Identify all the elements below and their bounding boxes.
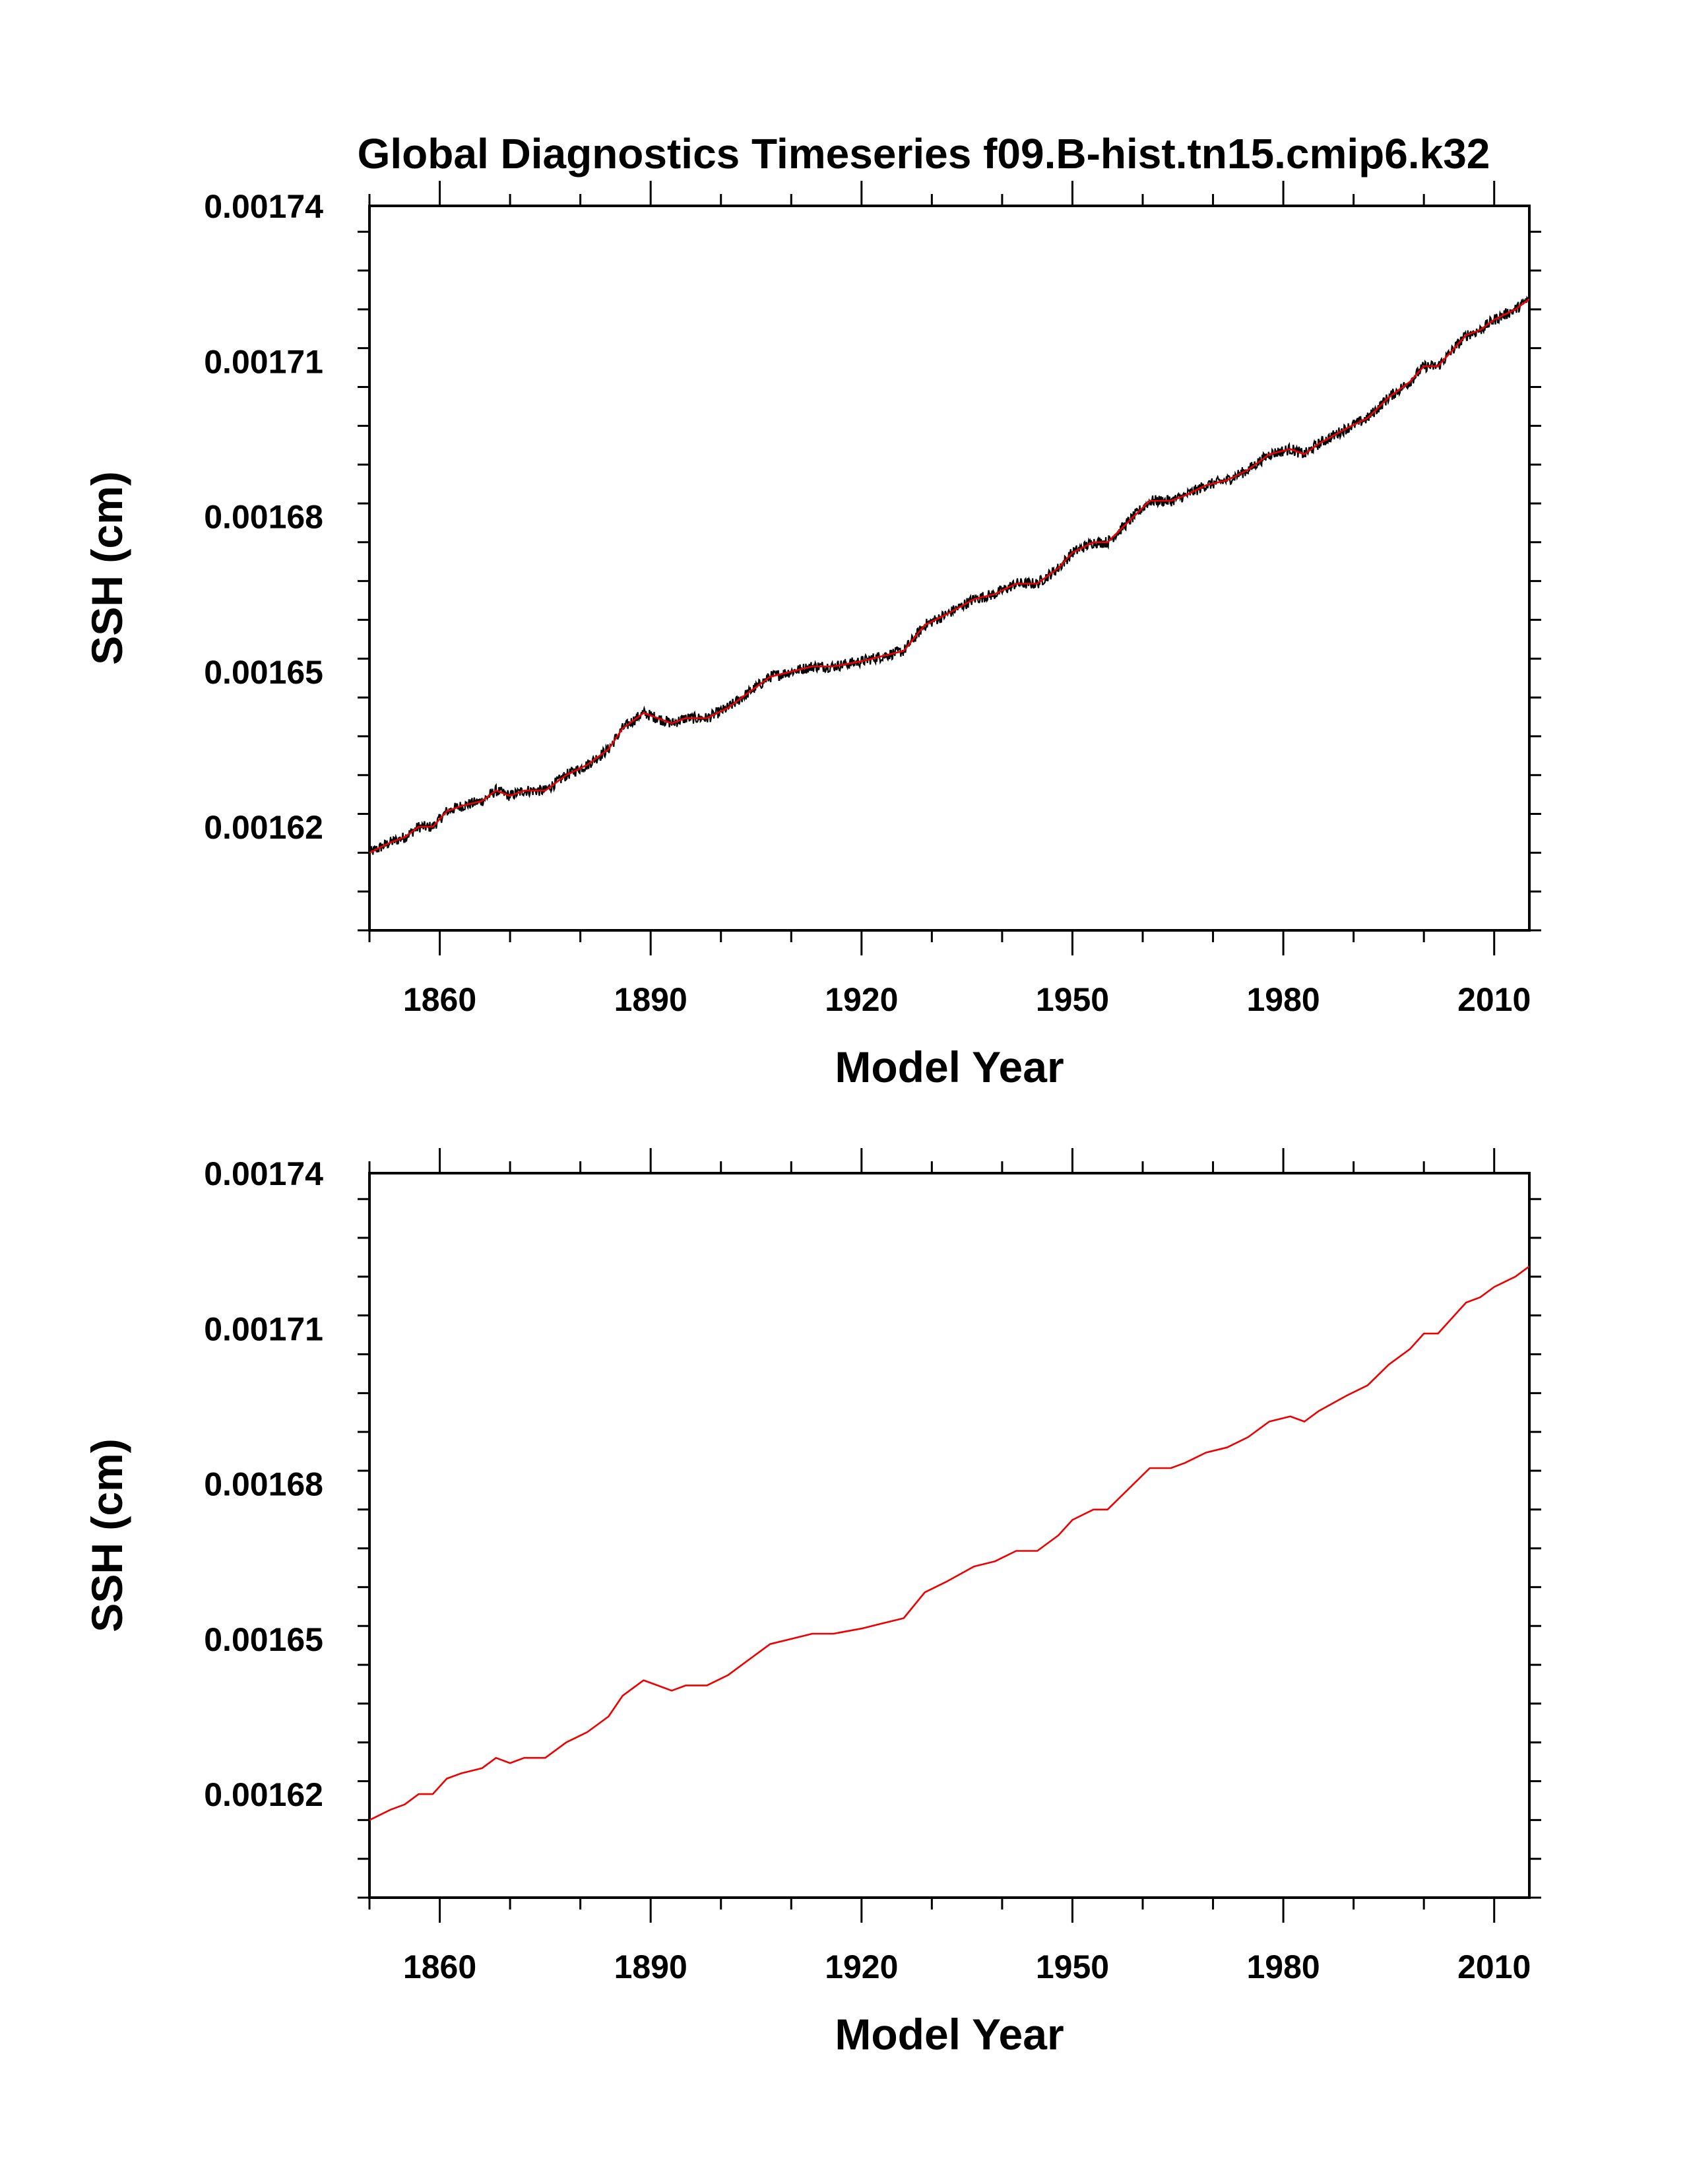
y-tick-label: 0.00174 [204,1155,323,1192]
y-tick-label: 0.00168 [204,499,323,536]
bottom-panel: 1860 1890 1920 1950 1980 2010 0.00162 0.00165 0.… [82,1148,1541,2059]
top-panel: 1860 1890 1920 1950 1980 2010 0.00162 0.00165 0.… [82,181,1541,1091]
x-axis-label: Model Year [835,2010,1064,2059]
y-axis-label: SSH (cm) [82,471,131,664]
x-tick-label: 1980 [1246,981,1320,1018]
x-tick-label: 2010 [1457,1948,1531,1985]
y-axis-label: SSH (cm) [82,1438,131,1632]
y-tick-label: 0.00165 [204,654,323,691]
x-tick-label: 1950 [1036,1948,1109,1985]
chart-title: Global Diagnostics Timeseries f09.B-hist… [358,130,1490,177]
y-tick-label: 0.00171 [204,343,323,380]
monthly-series-line [369,295,1529,855]
x-tick-label: 1920 [825,981,898,1018]
y-tick-label: 0.00165 [204,1621,323,1658]
x-tick-label: 2010 [1457,981,1531,1018]
x-tick-label: 1860 [403,981,476,1018]
y-tick-label: 0.00162 [204,1776,323,1813]
annual-mean-series-line [369,1266,1529,1821]
plot-frame [368,205,1531,932]
x-tick-label: 1890 [614,981,687,1018]
x-tick-label: 1980 [1246,1948,1320,1985]
y-tick-label: 0.00174 [204,188,323,225]
x-axis-label: Model Year [835,1043,1064,1091]
x-tick-label: 1860 [403,1948,476,1985]
x-tick-label: 1920 [825,1948,898,1985]
y-tick-label: 0.00168 [204,1466,323,1503]
x-tick-label: 1890 [614,1948,687,1985]
annual-mean-series-line [369,298,1529,854]
y-tick-label: 0.00171 [204,1310,323,1347]
y-tick-label: 0.00162 [204,809,323,846]
x-tick-label: 1950 [1036,981,1109,1018]
plot-frame [368,1172,1531,1899]
